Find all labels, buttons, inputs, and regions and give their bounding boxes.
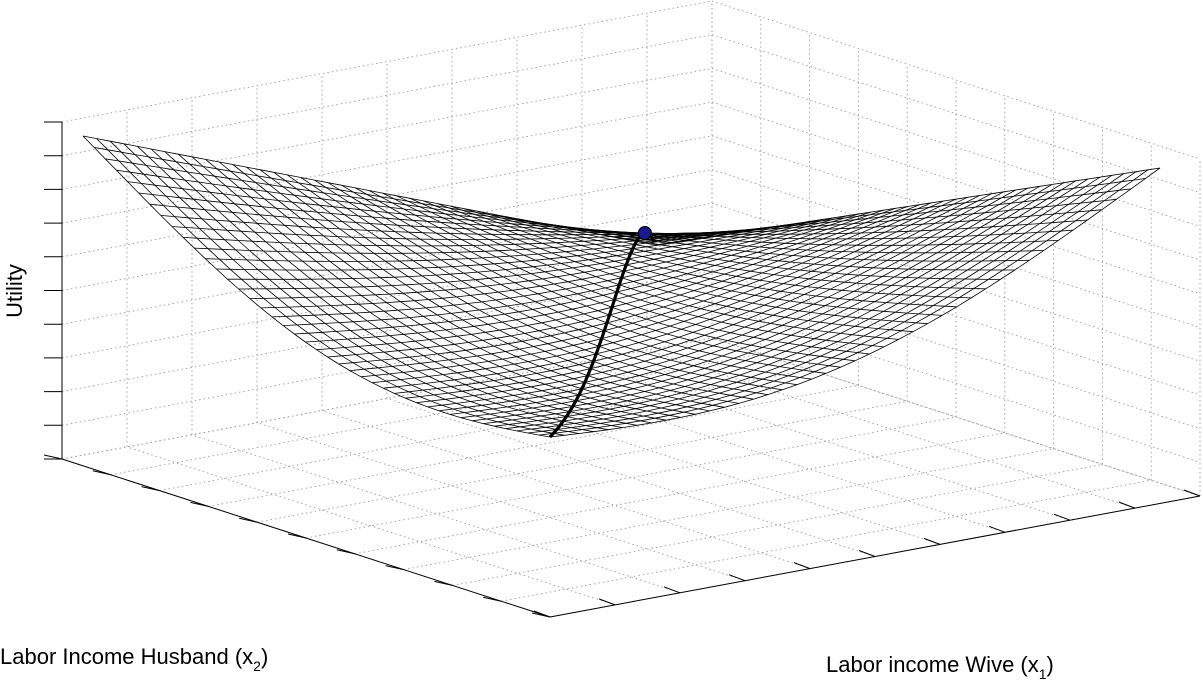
mesh-line [532,221,1030,262]
x2-axis-tick [336,549,355,555]
floor-grid-line [191,434,681,594]
mesh-line [94,147,668,244]
x2-axis-tick [190,501,209,507]
x2-axis-tick [43,454,63,460]
axes [43,121,1201,618]
optimum-point [637,226,653,241]
x2-axis-tick [287,533,307,539]
mesh-line [300,177,783,391]
x2-axis-tick [385,565,404,571]
x2-axis-tick [483,596,502,602]
mesh-line [600,209,1102,235]
mesh-line [449,184,1053,415]
x1-axis-label-text: Labor income Wive (x [826,652,1039,677]
mesh-line [123,143,594,433]
mesh-line [627,188,1132,241]
mesh-line [259,169,739,404]
mesh-line [654,167,1161,246]
wall-grid-line [711,0,1201,160]
floor-grid-line [126,446,616,606]
mesh-line [138,192,716,237]
x2-axis-tick [434,580,453,586]
floor-grid-line [501,479,1152,602]
x1-axis-tick [988,525,1006,533]
x2-axis-tick [531,612,551,618]
floor-grid-line [452,463,1103,586]
mesh-line [409,197,899,340]
wall-grid-line [61,303,713,426]
x2-axis-label-subscript: 2 [253,658,261,674]
utility-surface-mesh [82,135,1161,438]
x2-axis-tick [239,517,258,523]
mesh-line [316,206,908,351]
wall-grid-line [61,202,713,325]
floor-grid-line [354,432,1005,555]
floor-grid-line [208,384,859,507]
x1-axis-tick [923,537,941,545]
x2-axis-label-text: Labor Income Husband (x [0,644,254,669]
mesh-line [641,178,1146,243]
floor-grid-line [257,400,908,523]
x1-axis-tick [858,550,876,557]
mesh-line [549,167,1161,438]
x1-axis-tick [793,562,811,570]
mesh-line [505,174,1113,429]
x1-axis-tick [1053,513,1071,521]
mesh-line [116,169,692,240]
x2-axis-tick [141,486,160,492]
x2-axis-label-close: ) [260,644,269,669]
floor-grid-line [305,416,957,539]
x2-axis-label: Labor Income Husband (x2) [0,644,269,674]
wall-grid-line [61,270,713,393]
wall-grid-line [61,0,713,123]
optimum-marker [637,226,653,241]
x1-axis-label-close: ) [1046,652,1054,677]
x1-axis-tick [1118,501,1136,509]
mesh-line [105,158,680,242]
x1-axis-label: Labor income Wive (x1) [826,652,1054,682]
floor-grid-line [581,361,1071,521]
x1-axis-tick [728,574,746,582]
wall-grid-line [61,34,713,157]
mesh-line [82,135,656,246]
x1-axis-tick [1183,489,1201,497]
x2-axis-tick [92,470,111,476]
floor-grid-line [321,410,811,570]
x1-axis-tick [663,586,681,594]
mesh-line [137,146,609,431]
z-axis-label: Utility [1,264,27,318]
x1-axis-tick [598,598,616,606]
x1-axis-label-subscript: 1 [1038,666,1047,682]
mesh-line [614,198,1117,238]
